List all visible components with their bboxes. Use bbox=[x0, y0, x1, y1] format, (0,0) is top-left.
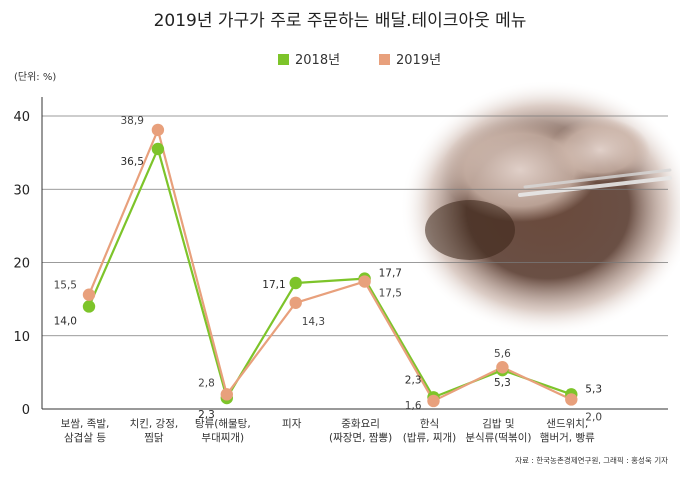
data-point-2019 bbox=[565, 393, 578, 406]
data-label-2018: 14,0 bbox=[54, 315, 77, 327]
data-point-2019 bbox=[220, 388, 233, 401]
data-label-2019: 17,5 bbox=[379, 288, 402, 300]
data-label-2018: 5,3 bbox=[585, 383, 602, 395]
grid bbox=[42, 115, 668, 337]
data-label-2018: 17,1 bbox=[262, 279, 285, 291]
y-tick-label: 30 bbox=[13, 183, 30, 198]
data-point-2019 bbox=[82, 288, 96, 301]
x-tick-label: 김밥 및 bbox=[482, 418, 514, 430]
x-tick-label: 찜닭 bbox=[144, 432, 164, 444]
x-tick-label: 보쌈, 족발, bbox=[61, 418, 110, 430]
food-photo-background bbox=[400, 80, 680, 336]
data-label-2019: 15,5 bbox=[54, 280, 77, 292]
series-line-2019 bbox=[87, 128, 572, 403]
x-tick-label: 피자 bbox=[282, 418, 302, 430]
chart-title: 2019년 가구가 주로 주문하는 배달.테이크아웃 메뉴 bbox=[154, 11, 527, 31]
x-tick-label: 치킨, 강정, bbox=[130, 418, 179, 430]
x-tick-label: 중화요리 bbox=[341, 418, 380, 430]
data-label-2018: 36,5 bbox=[121, 156, 144, 168]
data-label-2018: 17,7 bbox=[379, 268, 402, 280]
axes: 0 10 20 30 40 bbox=[13, 97, 668, 418]
legend-swatch-2019 bbox=[379, 54, 390, 65]
source-note: 자료 : 한국농촌경제연구원, 그래픽 : 홍성욱 기자 bbox=[515, 455, 668, 465]
data-label-2019: 2,8 bbox=[198, 377, 215, 389]
legend: 2018년 2019년 bbox=[278, 53, 441, 68]
x-tick-labels: 보쌈, 족발, 삼겹살 등 치킨, 강정, 찜닭 탕류(해물탕, 부대찌개) 피자 중화요리 (… bbox=[61, 417, 595, 444]
x-tick-label: 분식류(떡볶이) bbox=[465, 432, 531, 444]
x-tick-label: (밥류, 찌개) bbox=[403, 432, 457, 444]
y-tick-label: 10 bbox=[13, 330, 30, 345]
data-point-2019 bbox=[496, 361, 509, 374]
data-point-2019 bbox=[427, 394, 440, 408]
data-label-2019: 14,3 bbox=[302, 316, 325, 328]
data-label-2019: 5,6 bbox=[494, 348, 511, 360]
data-label-2018: 5,3 bbox=[494, 377, 511, 389]
data-point-2018 bbox=[82, 300, 96, 313]
data-label-2019: 38,9 bbox=[121, 115, 144, 127]
y-tick-label: 0 bbox=[22, 403, 30, 418]
x-tick-label: 탕류(해물탕, bbox=[195, 417, 251, 430]
unit-label: (단위: %) bbox=[14, 70, 56, 83]
series-line-2018 bbox=[87, 147, 572, 400]
x-tick-label: 삼겹살 등 bbox=[64, 432, 106, 444]
y-tick-label: 40 bbox=[13, 110, 30, 125]
x-tick-label: 햄버거, 빵류 bbox=[540, 432, 595, 444]
legend-label-2018: 2018년 bbox=[295, 53, 340, 68]
x-tick-label: 부대찌개) bbox=[201, 432, 244, 444]
data-label-2019: 1,6 bbox=[405, 400, 422, 412]
legend-label-2019: 2019년 bbox=[396, 53, 441, 68]
data-labels: 14,0 36,5 2,3 17,1 17,7 2,3 5,3 5,3 15,5 38,9 2,8 1… bbox=[54, 115, 602, 424]
x-tick-label: 한식 bbox=[420, 418, 439, 430]
legend-swatch-2018 bbox=[278, 54, 289, 65]
data-label-2018: 2,3 bbox=[405, 374, 422, 386]
series bbox=[82, 123, 578, 408]
data-point-2018 bbox=[151, 142, 165, 156]
y-tick-label: 20 bbox=[13, 257, 30, 272]
data-point-2019 bbox=[151, 123, 165, 137]
x-tick-label: (짜장면, 짬뽕) bbox=[329, 432, 392, 444]
data-point-2019 bbox=[289, 296, 302, 309]
x-tick-label: 샌드위치, bbox=[546, 417, 588, 430]
data-label-2018: 2,3 bbox=[198, 409, 215, 421]
data-point-2018 bbox=[289, 276, 302, 290]
data-point-2019 bbox=[358, 275, 371, 288]
data-label-2019: 2,0 bbox=[585, 411, 602, 423]
